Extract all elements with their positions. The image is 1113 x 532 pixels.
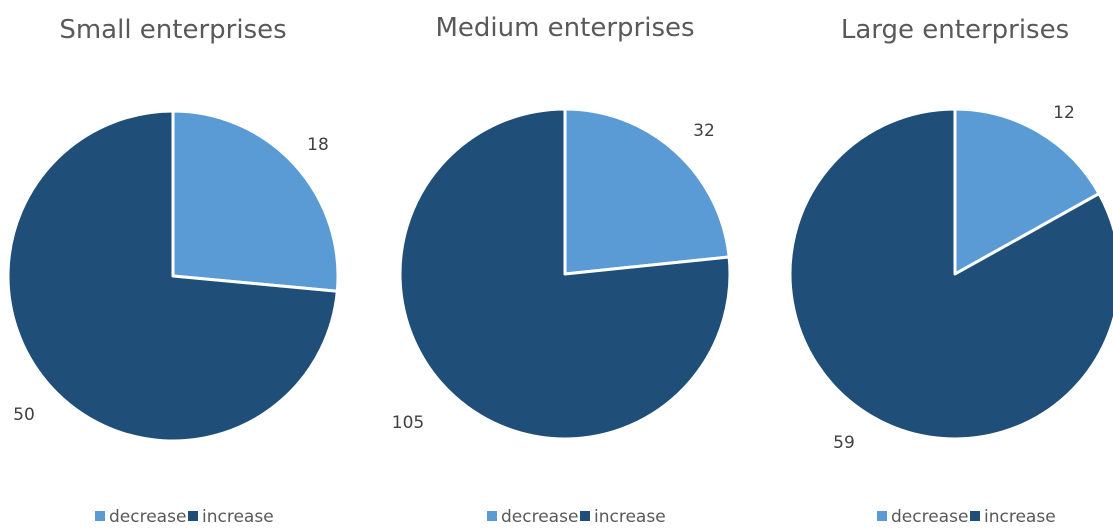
- legend-swatch-increase: [580, 511, 590, 521]
- legend-swatch-decrease: [487, 511, 497, 521]
- legend-swatch-decrease: [95, 511, 105, 521]
- pie-chart-3: Large enterprises 12 59 decrease increase: [788, 15, 1113, 527]
- legend: decrease increase: [877, 507, 1056, 527]
- data-label: 59: [833, 433, 855, 453]
- data-label: 50: [13, 405, 35, 425]
- pie-slice-decrease: [563, 107, 731, 276]
- pie-slice-increase: [6, 109, 339, 443]
- pie-slice-increase: [398, 107, 732, 441]
- legend-swatch-decrease: [877, 511, 887, 521]
- legend-label-decrease: decrease: [891, 507, 968, 527]
- data-label: 18: [307, 135, 329, 155]
- data-label: 12: [1053, 103, 1075, 123]
- data-label: 32: [693, 121, 715, 141]
- legend-swatch-increase: [188, 511, 198, 521]
- legend-label-decrease: decrease: [109, 507, 186, 527]
- legend-label-increase: increase: [984, 507, 1056, 527]
- legend: decrease increase: [95, 507, 274, 527]
- chart-title: Medium enterprises: [435, 13, 694, 43]
- chart-title: Large enterprises: [841, 15, 1069, 45]
- pie-slice-increase: [788, 107, 1113, 441]
- chart-title: Small enterprises: [59, 15, 286, 45]
- pie-slice-decrease: [171, 109, 340, 293]
- pie-chart-1: Small enterprises 18 50 decrease increase: [6, 15, 340, 527]
- legend: decrease increase: [487, 507, 666, 527]
- pie-slice-decrease: [953, 107, 1101, 276]
- legend-label-increase: increase: [594, 507, 666, 527]
- data-label: 105: [392, 413, 424, 433]
- legend-label-increase: increase: [202, 507, 274, 527]
- legend-swatch-increase: [970, 511, 980, 521]
- legend-label-decrease: decrease: [501, 507, 578, 527]
- pie-chart-2: Medium enterprises 32 105 decrease increase: [392, 13, 732, 527]
